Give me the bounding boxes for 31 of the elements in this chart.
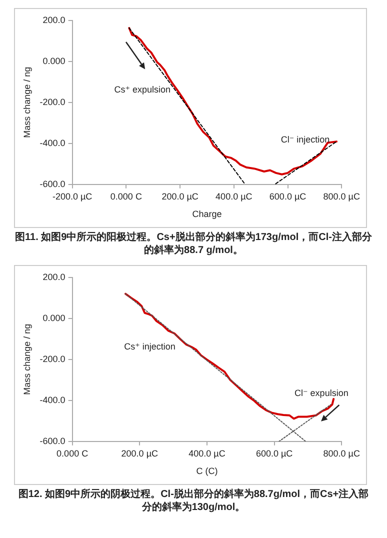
x-tick-label: 200.0 µC [161, 191, 198, 202]
annotation: Cl⁻ injection [280, 134, 330, 145]
y-tick-label: -200.0 [39, 96, 65, 107]
caption: 图11. 如图9中所示的阳极过程。Cs+脱出部分的斜率为173g/mol，而Cl-注入部分的斜率为88.7 g/mol。 [14, 231, 373, 257]
x-tick-label: 600.0 µC [255, 448, 293, 458]
y-tick-label: 0.000 [42, 312, 65, 323]
y-tick-label: 200.0 [42, 272, 65, 282]
x-tick-label: 400.0 µC [215, 191, 252, 202]
x-tick-label: 0.000 C [110, 191, 142, 202]
caption: 图12. 如图9中所示的阴极过程。Cl-脱出部分的斜率为88.7g/mol，而Cs+注入部分的斜率为130g/mol。 [17, 488, 370, 514]
x-tick-label: 200.0 µC [120, 448, 158, 458]
y-tick-label: -600.0 [39, 436, 65, 446]
y-axis-title: Mass change / ng [21, 324, 32, 395]
x-tick-label: 800.0 µC [322, 448, 360, 458]
x-tick-label: 600.0 µC [268, 191, 306, 202]
y-tick-label: -400.0 [39, 394, 65, 405]
annotation: Cs⁺ injection [124, 342, 175, 352]
x-axis-title: C (C) [196, 466, 218, 476]
annotation: Cs⁺ expulsion [114, 84, 170, 95]
y-tick-label: 0.000 [42, 56, 65, 66]
y-tick-label: 200.0 [42, 14, 65, 25]
y-axis-title: Mass change / ng [21, 66, 32, 138]
x-axis-title: Charge [192, 209, 222, 220]
x-tick-label: 400.0 µC [188, 448, 226, 458]
annotation: Cl⁻ expulsion [294, 388, 348, 398]
y-tick-label: -400.0 [39, 138, 65, 148]
y-tick-label: -600.0 [39, 178, 65, 189]
x-tick-label: -200.0 µC [52, 191, 92, 202]
x-tick-label: 800.0 µC [322, 191, 360, 202]
x-tick-label: 0.000 C [56, 448, 88, 458]
y-tick-label: -200.0 [39, 354, 65, 364]
